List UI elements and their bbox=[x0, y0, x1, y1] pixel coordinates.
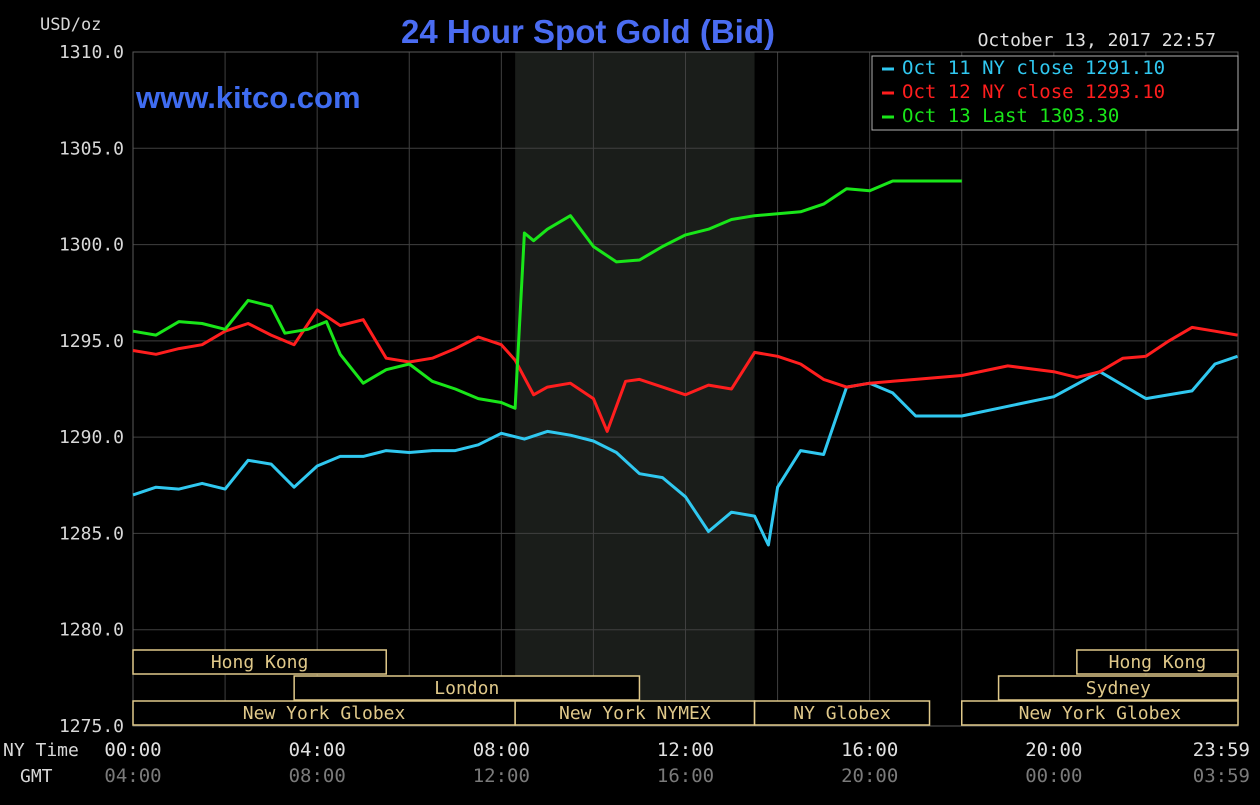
session-box bbox=[753, 700, 931, 726]
x-tick-label-gmt: 16:00 bbox=[657, 765, 714, 787]
session-label: Hong Kong bbox=[1109, 652, 1207, 673]
x-tick-label-ny: 16:00 bbox=[841, 739, 898, 761]
y-tick-label: 1310.0 bbox=[59, 42, 124, 63]
gmt-label: GMT bbox=[20, 766, 53, 787]
y-tick-label: 1285.0 bbox=[59, 523, 124, 544]
session-label: New York Globex bbox=[243, 703, 406, 724]
session-box bbox=[514, 700, 756, 726]
y-tick-label: 1290.0 bbox=[59, 427, 124, 448]
x-tick-label-gmt: 08:00 bbox=[289, 765, 346, 787]
session-box bbox=[132, 649, 387, 675]
session-label: New York Globex bbox=[1019, 703, 1182, 724]
x-tick-label-gmt: 04:00 bbox=[104, 765, 161, 787]
session-box bbox=[132, 700, 516, 726]
y-tick-label: 1295.0 bbox=[59, 331, 124, 352]
series-line-2 bbox=[132, 308, 1238, 433]
watermark: www.kitco.com bbox=[135, 80, 361, 115]
session-box bbox=[997, 675, 1239, 701]
session-label: Hong Kong bbox=[211, 652, 309, 673]
plot-border bbox=[132, 51, 1239, 727]
grid bbox=[132, 51, 1239, 727]
session-box bbox=[961, 700, 1239, 726]
x-axis: 00:00 04:00 08:00 12:00 16:00 20:00 23:59 04:00… bbox=[104, 739, 1250, 787]
series-line-3 bbox=[132, 179, 962, 410]
session-label: NY Globex bbox=[793, 703, 891, 724]
y-tick-label: 1300.0 bbox=[59, 235, 124, 256]
x-tick-label-ny: 12:00 bbox=[657, 739, 714, 761]
x-tick-label-gmt: 00:00 bbox=[1025, 765, 1082, 787]
x-tick-label-ny: 23:59 bbox=[1193, 739, 1250, 761]
x-tick-label-ny: 20:00 bbox=[1025, 739, 1082, 761]
nymex-session-shade bbox=[515, 52, 755, 726]
y-axis: 1275.0 1280.0 1285.0 1290.0 1295.0 1300.0 1305… bbox=[59, 42, 124, 737]
x-tick-label-ny: 08:00 bbox=[473, 739, 530, 761]
x-tick-label-ny: 04:00 bbox=[289, 739, 346, 761]
x-tick-label-gmt: 20:00 bbox=[841, 765, 898, 787]
market-sessions: Hong Kong Hong Kong London Sydney New York G… bbox=[132, 649, 1239, 726]
x-tick-label-gmt: 12:00 bbox=[473, 765, 530, 787]
series-line-1 bbox=[132, 354, 1238, 547]
y-tick-label: 1275.0 bbox=[59, 716, 124, 737]
x-tick-label-ny: 00:00 bbox=[104, 739, 161, 761]
y-unit-label: USD/oz bbox=[40, 15, 101, 35]
x-tick-label-gmt: 03:59 bbox=[1193, 765, 1250, 787]
legend-label: Oct 12 NY close 1293.10 bbox=[902, 81, 1165, 103]
session-label: London bbox=[434, 678, 499, 699]
session-label: New York NYMEX bbox=[559, 703, 711, 724]
legend-box bbox=[871, 55, 1239, 131]
y-tick-label: 1305.0 bbox=[59, 138, 124, 159]
chart-title: 24 Hour Spot Gold (Bid) bbox=[401, 13, 775, 50]
timestamp: October 13, 2017 22:57 bbox=[978, 30, 1216, 51]
y-tick-label: 1280.0 bbox=[59, 620, 124, 641]
session-label: Sydney bbox=[1086, 678, 1151, 699]
session-box bbox=[293, 675, 641, 701]
ny-time-label: NY Time bbox=[3, 740, 79, 761]
session-box bbox=[1076, 649, 1239, 675]
legend-label: Oct 13 Last 1303.30 bbox=[902, 105, 1119, 127]
legend-label: Oct 11 NY close 1291.10 bbox=[902, 57, 1165, 79]
series-layer bbox=[132, 179, 1238, 547]
